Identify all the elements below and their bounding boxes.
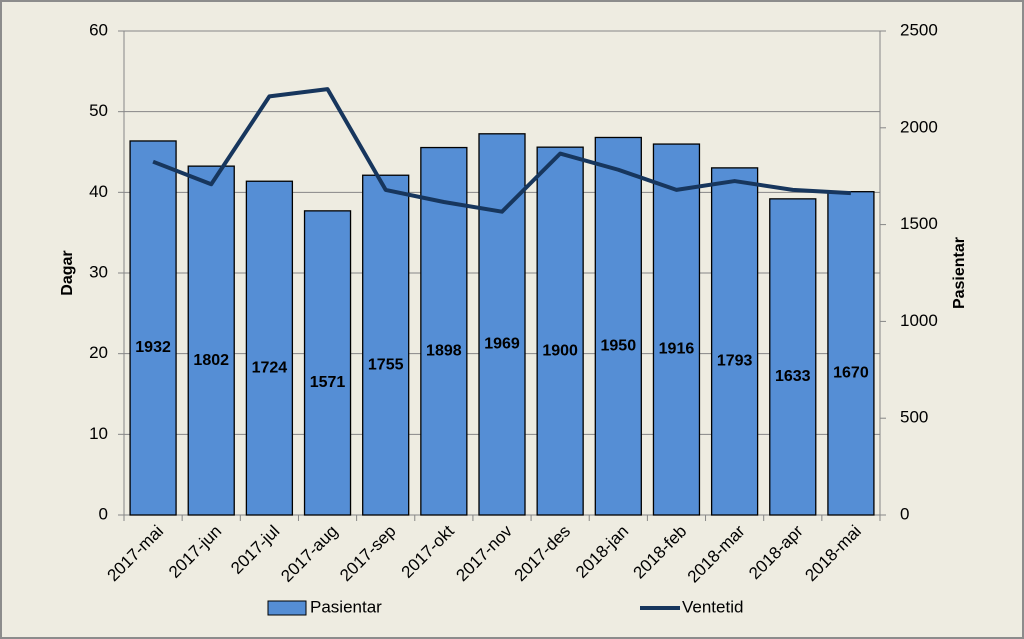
data-label: 1571 bbox=[310, 374, 346, 391]
y-tick-label: 50 bbox=[89, 101, 108, 120]
y2-tick-label: 500 bbox=[900, 408, 928, 427]
line bbox=[152, 87, 852, 214]
y2-tick-label: 1500 bbox=[900, 214, 938, 233]
bar bbox=[536, 146, 584, 516]
data-label: 1755 bbox=[368, 356, 404, 373]
data-label: 1932 bbox=[135, 339, 171, 356]
y-axis-title: Dagar bbox=[59, 250, 76, 295]
bar bbox=[129, 140, 177, 516]
y-tick-label: 20 bbox=[89, 343, 108, 362]
legend-label: Pasientar bbox=[310, 597, 382, 616]
y-tick-label: 30 bbox=[89, 262, 108, 281]
data-label: 1950 bbox=[601, 337, 637, 354]
data-label: 1916 bbox=[659, 341, 695, 358]
bar bbox=[245, 180, 294, 516]
data-label: 1793 bbox=[717, 353, 753, 370]
data-label: 1802 bbox=[193, 352, 229, 369]
data-label: 1724 bbox=[252, 359, 288, 376]
y-tick-label: 60 bbox=[89, 20, 108, 39]
legend-label: Ventetid bbox=[682, 597, 743, 616]
bar bbox=[187, 165, 235, 516]
bar bbox=[769, 198, 817, 516]
data-label: 1900 bbox=[542, 342, 578, 359]
data-label: 1633 bbox=[775, 368, 811, 385]
bar bbox=[594, 136, 642, 516]
bar bbox=[827, 191, 875, 516]
data-label: 1670 bbox=[833, 365, 869, 382]
y-tick-label: 10 bbox=[89, 424, 108, 443]
legend-swatch bbox=[267, 600, 307, 616]
y-tick-label: 40 bbox=[89, 182, 108, 201]
bar bbox=[652, 143, 701, 516]
bar bbox=[362, 174, 410, 516]
bar bbox=[420, 146, 468, 516]
bar bbox=[710, 167, 759, 516]
y2-tick-label: 0 bbox=[900, 504, 909, 523]
y2-tick-label: 2500 bbox=[900, 20, 938, 39]
y-tick-label: 0 bbox=[99, 504, 108, 523]
y2-axis-title: Pasientar bbox=[951, 237, 968, 309]
data-label: 1898 bbox=[426, 342, 462, 359]
bar bbox=[478, 133, 526, 516]
y2-tick-label: 2000 bbox=[900, 117, 938, 136]
bar bbox=[303, 210, 352, 516]
y2-tick-label: 1000 bbox=[900, 311, 938, 330]
data-label: 1969 bbox=[484, 336, 520, 353]
